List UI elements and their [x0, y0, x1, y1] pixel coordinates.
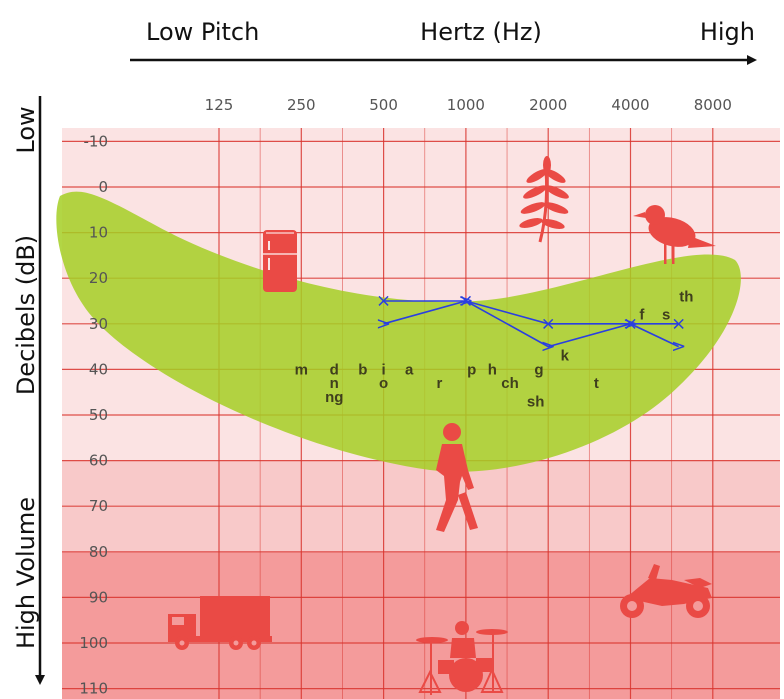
series-2-point-3: >: [541, 336, 556, 357]
person-walking-icon: [436, 423, 478, 532]
speech-sound-i: i: [382, 361, 386, 378]
audiogram-series: × ×× × ×>>>>>: [376, 291, 686, 358]
speech-sound-t: t: [594, 375, 599, 392]
x-tick-1000: 1000: [447, 96, 485, 114]
bird-icon: [633, 205, 716, 264]
y-tick-60: 60: [89, 452, 108, 470]
x-tick-500: 500: [369, 96, 398, 114]
sound-icons: [168, 156, 716, 695]
series-1-point-5: ×: [671, 313, 686, 334]
speech-sound-ng: ng: [325, 389, 343, 406]
speech-sound-k: k: [561, 348, 570, 365]
y-tick-50: 50: [89, 406, 108, 424]
refrigerator-icon: [263, 230, 297, 292]
y-tick-30: 30: [89, 315, 108, 333]
x-tick-250: 250: [287, 96, 316, 114]
series-2-point-2: >: [458, 291, 473, 312]
y-tick-20: 20: [89, 269, 108, 287]
x-tick-4000: 4000: [611, 96, 649, 114]
motorcycle-icon: [620, 564, 712, 618]
speech-sound-o: o: [379, 375, 388, 392]
y-tick-80: 80: [89, 543, 108, 561]
x-header-right: High: [700, 18, 755, 46]
y-tick-90: 90: [89, 588, 108, 606]
y-tick-110: 110: [79, 680, 108, 698]
truck-icon: [168, 596, 272, 650]
y-axis-title: Decibels (dB): [12, 235, 40, 395]
speech-sound-b: b: [358, 361, 367, 378]
y-tick-70: 70: [89, 497, 108, 515]
y-tick-0: 0: [98, 178, 108, 196]
speech-sound-r: r: [436, 375, 442, 392]
x-tick-8000: 8000: [694, 96, 732, 114]
speech-sound-sh: sh: [527, 393, 545, 410]
series-1-point-3: ×: [541, 313, 556, 334]
x-tick-125: 125: [205, 96, 234, 114]
speech-banana: [56, 191, 741, 472]
speech-sound-g: g: [534, 361, 543, 378]
series-line-2: [383, 300, 679, 348]
speech-sound-n: n: [330, 375, 339, 392]
speech-sound-m: m: [295, 361, 308, 378]
speech-sound-f: f: [639, 307, 645, 324]
x-tick-labels: 125 250 500 1000 2000 4000 8000: [205, 96, 732, 114]
speech-sound-th: th: [679, 288, 693, 305]
y-tick-10: 10: [89, 224, 108, 242]
speech-sound-ch: ch: [501, 375, 519, 392]
y-tick-100: 100: [79, 634, 108, 652]
y-tick--10: -10: [84, 132, 109, 150]
series-2-point-1: >: [376, 313, 391, 334]
series-2-point-4: >: [623, 313, 638, 334]
series-line-1: [383, 300, 679, 325]
y-header-bottom: High Volume: [12, 497, 40, 649]
series-1-point-1: ×: [376, 291, 391, 312]
x-header-left: Low Pitch: [146, 18, 259, 46]
series-2-point-5: >: [671, 336, 686, 357]
speech-sound-a: a: [405, 361, 414, 378]
speech-sound-d: d: [330, 361, 339, 378]
y-tick-40: 40: [89, 360, 108, 378]
speech-sound-h: h: [488, 361, 497, 378]
x-axis-title: Hertz (Hz): [420, 18, 542, 46]
leaves-icon: [519, 156, 569, 243]
y-tick-labels: -10 0 10 20 30 40 50 60 70 80 90 100 110: [79, 132, 108, 697]
speech-sound-p: p: [467, 361, 476, 378]
drum-kit-icon: [416, 621, 508, 695]
x-tick-2000: 2000: [529, 96, 567, 114]
y-header-top: Low: [12, 106, 40, 153]
speech-sound-s: s: [662, 307, 670, 324]
